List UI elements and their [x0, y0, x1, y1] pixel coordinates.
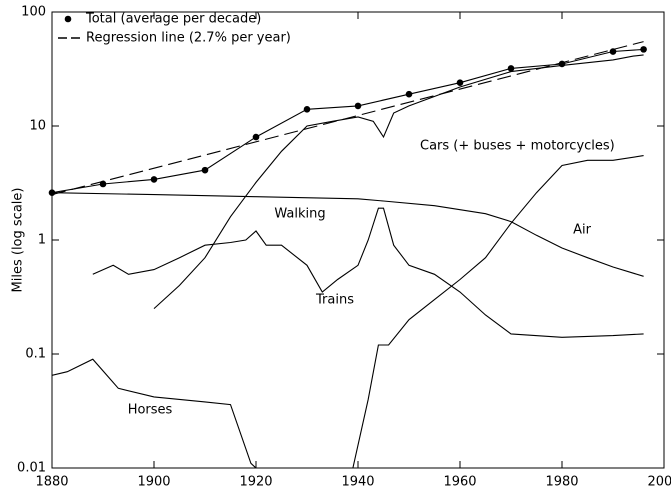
data-point	[640, 46, 647, 53]
y-tick-label: 1	[38, 233, 46, 248]
x-tick-label: 1880	[35, 475, 68, 490]
y-tick-label: 10	[29, 119, 46, 134]
series-label: Air	[573, 223, 592, 238]
series-label: Cars (+ buses + motorcycles)	[420, 139, 615, 154]
series-line	[52, 192, 644, 277]
series-label: Horses	[128, 403, 173, 418]
x-tick-label: 1940	[341, 475, 374, 490]
data-point	[507, 65, 515, 72]
y-tick-label: 100	[21, 5, 46, 20]
series-line	[153, 54, 644, 310]
y-axis-label: Miles (log scale)	[11, 188, 26, 293]
series-line	[352, 155, 644, 468]
y-tick-label: 0.01	[17, 461, 46, 476]
y-tick-label: 0.1	[25, 347, 46, 362]
data-point	[303, 106, 311, 113]
legend-marker	[64, 15, 72, 23]
data-point	[405, 90, 413, 98]
x-tick-label: 1960	[443, 475, 476, 490]
series-line	[52, 358, 257, 468]
plot-frame	[51, 11, 665, 469]
x-tick-label: 1980	[545, 475, 578, 490]
data-point	[150, 176, 158, 183]
data-point	[201, 166, 209, 174]
data-point	[609, 48, 617, 55]
series-label: Walking	[274, 207, 325, 222]
series-label: Trains	[315, 293, 354, 308]
data-point	[354, 102, 362, 110]
x-tick-label: 2000	[647, 475, 671, 490]
legend-label: Regression line (2.7% per year)	[86, 31, 291, 46]
legend-label: Total (average per decade)	[85, 12, 261, 27]
series-line	[92, 207, 644, 338]
x-tick-label: 1920	[239, 475, 272, 490]
x-tick-label: 1900	[137, 475, 170, 490]
data-point	[456, 79, 464, 86]
data-point	[252, 133, 260, 141]
